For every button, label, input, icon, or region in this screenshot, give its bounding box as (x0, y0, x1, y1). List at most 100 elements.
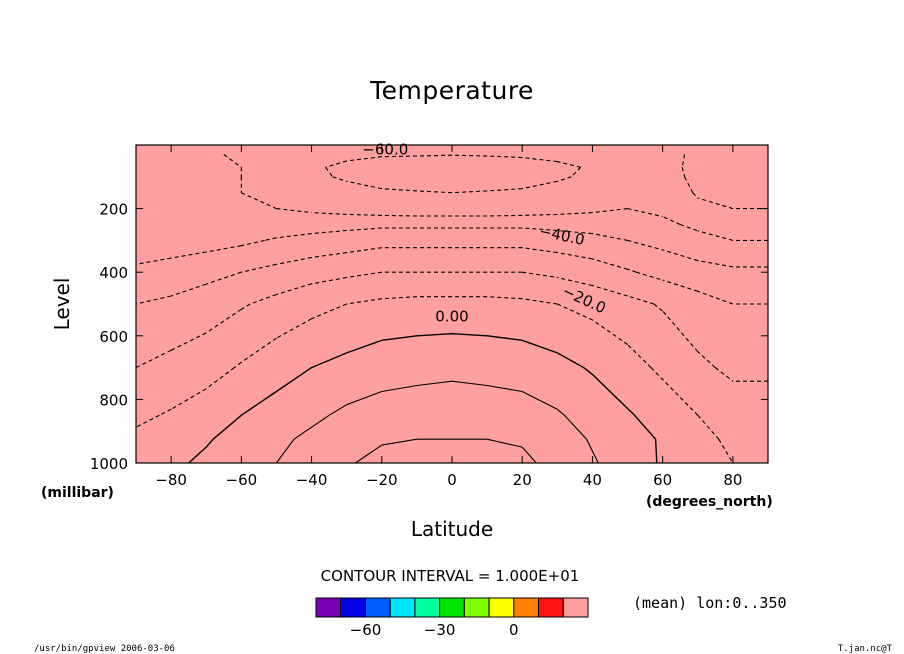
field-cell (248, 148, 253, 152)
field-cell (208, 199, 213, 203)
field-cell (564, 151, 569, 155)
field-cell (428, 184, 433, 188)
field-cell (304, 184, 309, 188)
field-cell (208, 151, 213, 155)
field-cell (208, 190, 213, 194)
field-cell (440, 160, 445, 164)
field-cell (408, 163, 413, 167)
field-cell (764, 160, 768, 164)
field-cell (756, 157, 761, 161)
field-cell (192, 181, 197, 185)
field-cell (700, 190, 705, 194)
field-cell (212, 178, 217, 182)
field-cell (296, 196, 301, 200)
field-cell (480, 151, 485, 155)
field-cell (252, 184, 257, 188)
field-cell (536, 196, 541, 200)
field-cell (524, 166, 529, 170)
field-cell (276, 202, 281, 206)
field-cell (148, 169, 153, 173)
field-cell (764, 193, 768, 197)
field-cell (520, 160, 525, 164)
field-cell (356, 178, 361, 182)
field-cell (356, 175, 361, 179)
field-cell (552, 193, 557, 197)
field-cell (748, 154, 753, 158)
field-cell (260, 202, 265, 206)
field-cell (620, 187, 625, 191)
field-cell (312, 148, 317, 152)
field-cell (408, 187, 413, 191)
field-cell (732, 157, 737, 161)
field-cell (360, 184, 365, 188)
field-cell (188, 151, 193, 155)
field-cell (216, 184, 221, 188)
field-cell (308, 187, 313, 191)
field-cell (756, 160, 761, 164)
field-cell (396, 172, 401, 176)
field-cell (316, 190, 321, 194)
field-cell (260, 175, 265, 179)
field-cell (384, 175, 389, 179)
field-cell (496, 163, 501, 167)
field-cell (580, 178, 585, 182)
field-cell (564, 196, 569, 200)
field-cell (436, 157, 441, 161)
field-cell (188, 172, 193, 176)
field-cell (248, 169, 253, 173)
field-cell (580, 199, 585, 203)
field-cell (336, 145, 341, 149)
field-cell (660, 181, 665, 185)
field-cell (176, 160, 181, 164)
field-cell (268, 145, 273, 149)
field-cell (356, 196, 361, 200)
field-cell (340, 154, 345, 158)
field-cell (756, 178, 761, 182)
field-cell (248, 193, 253, 197)
field-cell (724, 178, 729, 182)
field-cell (304, 166, 309, 170)
field-cell (664, 181, 669, 185)
field-cell (616, 181, 621, 185)
field-cell (656, 199, 661, 203)
field-cell (200, 169, 205, 173)
field-cell (676, 193, 681, 197)
field-cell (312, 196, 317, 200)
field-cell (552, 184, 557, 188)
field-cell (376, 154, 381, 158)
field-cell (296, 151, 301, 155)
field-cell (368, 166, 373, 170)
field-cell (292, 163, 297, 167)
field-cell (616, 175, 621, 179)
field-cell (152, 193, 157, 197)
field-cell (248, 187, 253, 191)
field-cell (236, 181, 241, 185)
field-cell (436, 145, 441, 149)
field-cell (448, 202, 453, 206)
field-cell (176, 202, 181, 206)
field-cell (256, 163, 261, 167)
field-cell (572, 181, 577, 185)
field-cell (384, 190, 389, 194)
field-cell (512, 169, 517, 173)
field-cell (760, 187, 765, 191)
field-cell (544, 181, 549, 185)
field-cell (180, 172, 185, 176)
field-cell (172, 181, 177, 185)
field-cell (736, 157, 741, 161)
field-cell (728, 190, 733, 194)
field-cell (620, 175, 625, 179)
field-cell (564, 157, 569, 161)
field-cell (164, 145, 169, 149)
field-cell (636, 184, 641, 188)
field-cell (484, 193, 489, 197)
field-cell (292, 202, 297, 206)
field-cell (320, 157, 325, 161)
field-cell (264, 145, 269, 149)
field-cell (456, 166, 461, 170)
field-cell (372, 154, 377, 158)
field-cell (288, 172, 293, 176)
field-cell (504, 160, 509, 164)
field-cell (340, 181, 345, 185)
field-cell (604, 199, 609, 203)
